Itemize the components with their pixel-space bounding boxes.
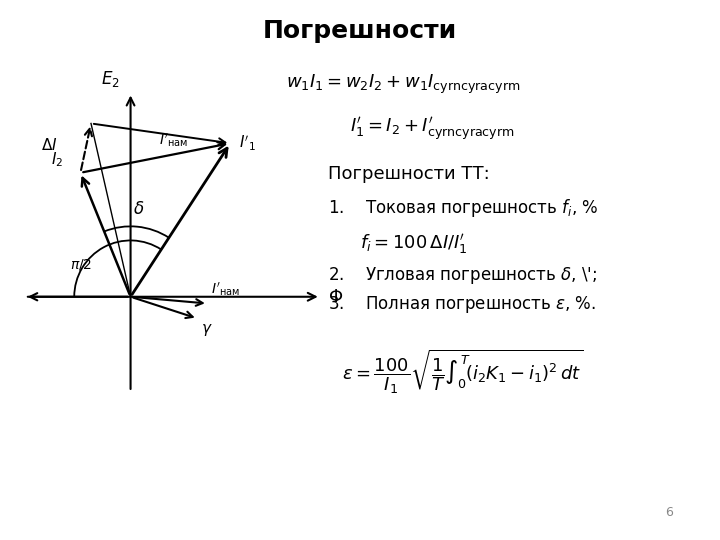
Text: $\pi/2$: $\pi/2$ — [71, 257, 92, 272]
Text: $I'_1$: $I'_1$ — [239, 133, 256, 153]
Text: $I'_{\mathregular{нам}}$: $I'_{\mathregular{нам}}$ — [159, 132, 188, 149]
Text: Погрешности ТТ:: Погрешности ТТ: — [328, 165, 490, 183]
Text: 6: 6 — [665, 507, 673, 519]
Text: $I_1' = I_2 + I_{\text{\cyrn\cyra\cyrm}}'$: $I_1' = I_2 + I_{\text{\cyrn\cyra\cyrm}}… — [350, 116, 514, 143]
Text: $E_2$: $E_2$ — [102, 69, 120, 89]
Text: Погрешности: Погрешности — [263, 19, 457, 43]
Text: 3.    Полная погрешность $\varepsilon$, %.: 3. Полная погрешность $\varepsilon$, %. — [328, 294, 596, 315]
Text: $\Delta I$: $\Delta I$ — [41, 137, 58, 153]
Text: 2.    Угловая погрешность $\delta$, \';: 2. Угловая погрешность $\delta$, \'; — [328, 265, 597, 286]
Text: $I'_{\mathregular{нам}}$: $I'_{\mathregular{нам}}$ — [211, 281, 240, 298]
Text: $\varepsilon = \dfrac{100}{I_1}\sqrt{\dfrac{1}{T}\int_0^T\!(i_2 K_1 - i_1)^2\,dt: $\varepsilon = \dfrac{100}{I_1}\sqrt{\df… — [342, 348, 583, 396]
Text: 1.    Токовая погрешность $f_i$, %: 1. Токовая погрешность $f_i$, % — [328, 197, 598, 219]
Text: $\Phi$: $\Phi$ — [328, 288, 343, 306]
Text: $I_2$: $I_2$ — [50, 151, 63, 169]
Text: $f_i = 100\,\Delta I / I_1^{\prime}$: $f_i = 100\,\Delta I / I_1^{\prime}$ — [360, 232, 468, 256]
Text: $w_1 I_1 = w_2 I_2 + w_1 I_{\text{\cyrn\cyra\cyrm}}$: $w_1 I_1 = w_2 I_2 + w_1 I_{\text{\cyrn\… — [286, 73, 521, 96]
Text: $\gamma$: $\gamma$ — [201, 322, 212, 338]
Text: $\delta$: $\delta$ — [133, 200, 145, 218]
